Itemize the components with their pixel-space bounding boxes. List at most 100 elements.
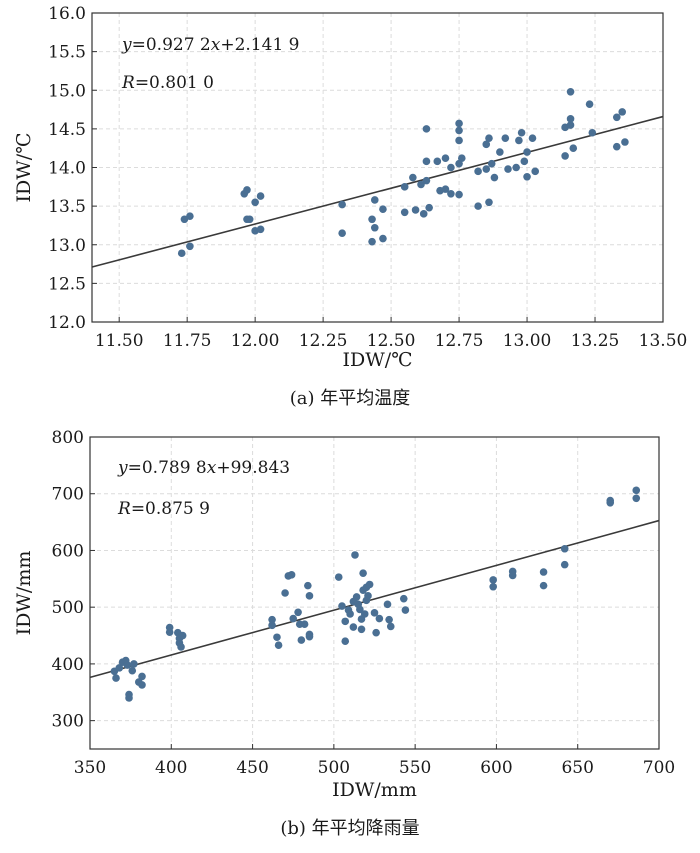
chart1-point bbox=[539, 581, 548, 590]
chart0-x-axis-title: IDW/℃ bbox=[343, 349, 413, 371]
chart0-point bbox=[618, 108, 627, 116]
chart1-x-tick-label: 650 bbox=[561, 758, 593, 778]
chart0-point bbox=[569, 144, 578, 152]
chart1-point bbox=[489, 582, 497, 591]
chart1-point bbox=[385, 615, 393, 624]
chart1-point bbox=[356, 605, 364, 614]
chart1-point bbox=[287, 571, 296, 579]
chart0-point bbox=[515, 136, 523, 145]
chart0-point bbox=[517, 128, 526, 137]
chart1-point bbox=[178, 631, 187, 640]
chart1-point bbox=[130, 660, 138, 668]
chart0-y-tick-label: 12.5 bbox=[48, 274, 86, 294]
chart0-point bbox=[504, 165, 512, 173]
chart1-annotation-segment: x bbox=[207, 458, 217, 478]
chart0-point bbox=[400, 208, 409, 217]
chart0-point bbox=[455, 159, 463, 168]
chart1-point bbox=[123, 661, 132, 669]
chart1-point bbox=[489, 576, 497, 584]
chart0-point bbox=[441, 154, 450, 163]
chart0-point bbox=[251, 198, 259, 207]
chart1-point bbox=[351, 551, 359, 559]
chart0-point bbox=[256, 192, 265, 200]
chart0-point bbox=[485, 198, 493, 207]
chart0-point bbox=[411, 206, 420, 214]
chart0-y-tick-label: 14.0 bbox=[48, 159, 86, 179]
chart0-annotation-line: R=0.801 0 bbox=[121, 73, 214, 93]
chart1-point bbox=[297, 636, 306, 644]
chart1-point bbox=[138, 681, 146, 689]
chart0-point bbox=[338, 229, 346, 237]
chart1-caption: (b) 年平均降雨量 bbox=[280, 818, 419, 839]
chart1-annotation-line: R=0.875 9 bbox=[117, 499, 210, 519]
chart0-point bbox=[186, 242, 194, 251]
chart1-point bbox=[632, 494, 641, 503]
chart0-point bbox=[370, 223, 379, 232]
chart0-point bbox=[474, 167, 482, 176]
chart0-y-tick-label: 15.0 bbox=[48, 81, 86, 101]
chart1-y-tick-label: 400 bbox=[52, 655, 84, 675]
chart0-point bbox=[482, 165, 491, 173]
chart0-x-tick-label: 13.50 bbox=[639, 331, 688, 351]
chart0-point bbox=[523, 172, 531, 181]
chart1-annotation-segment: =0.875 9 bbox=[131, 499, 210, 519]
chart0-point bbox=[370, 196, 379, 204]
chart1-annotation-segment: R bbox=[117, 499, 131, 519]
chart1-point bbox=[341, 637, 350, 646]
chart1-point bbox=[268, 621, 276, 630]
chart1-point bbox=[606, 499, 615, 507]
chart0-point bbox=[409, 173, 417, 182]
chart0-x-tick-label: 12.00 bbox=[231, 331, 280, 351]
chart0-point bbox=[417, 180, 425, 189]
chart1-point bbox=[165, 628, 174, 636]
chart0-fit-line bbox=[91, 115, 664, 268]
chart1-point bbox=[305, 632, 314, 641]
chart0-y-tick-label: 13.0 bbox=[48, 236, 86, 256]
chart1-plot-frame bbox=[89, 436, 660, 750]
chart0-point bbox=[566, 115, 575, 123]
chart1-point bbox=[268, 615, 276, 624]
chart0-point bbox=[368, 237, 376, 246]
chart1-point bbox=[539, 568, 548, 576]
chart0-point bbox=[496, 148, 504, 156]
chart0-x-tick-label: 12.75 bbox=[435, 331, 484, 351]
chart0-x-tick-label: 11.75 bbox=[163, 331, 212, 351]
chart0-annotation-segment: R bbox=[121, 73, 135, 93]
chart1-x-tick-label: 600 bbox=[480, 758, 512, 778]
chart1-point bbox=[386, 622, 395, 631]
chart1-point bbox=[125, 694, 133, 702]
chart1-point bbox=[115, 664, 124, 672]
chart0-point bbox=[531, 167, 540, 176]
chart1-point bbox=[560, 544, 569, 553]
chart0-annotation-segment: x bbox=[211, 35, 221, 55]
chart0-point bbox=[455, 190, 463, 199]
chart1-point bbox=[370, 609, 379, 617]
chart0-point bbox=[400, 183, 409, 191]
chart1-point bbox=[365, 580, 374, 589]
chart1-point bbox=[399, 594, 408, 603]
chart1-point bbox=[338, 602, 346, 610]
panel-a: 11.50 11.75 12.00 12.25 12.50 12.75 13.00 13.25… bbox=[13, 4, 687, 409]
chart1-point bbox=[289, 614, 298, 623]
chart1-point bbox=[300, 620, 309, 628]
chart0-point bbox=[487, 159, 496, 168]
chart0-y-tick-label: 15.5 bbox=[48, 43, 86, 63]
chart1-annotation-segment: +99.843 bbox=[216, 458, 290, 478]
chart0-point bbox=[368, 215, 376, 224]
chart1-point bbox=[334, 573, 343, 581]
chart1-point bbox=[112, 674, 120, 682]
chart0-point bbox=[422, 157, 431, 166]
chart1-point bbox=[294, 608, 302, 617]
chart1-y-tick-label: 700 bbox=[52, 485, 84, 505]
chart0-annotation-segment: =0.801 0 bbox=[135, 73, 214, 93]
chart1-point bbox=[375, 614, 384, 623]
chart1-x-tick-label: 700 bbox=[643, 758, 675, 778]
chart0-point bbox=[243, 186, 251, 194]
chart0-annotation-segment: y bbox=[121, 35, 132, 55]
chart0-point bbox=[485, 134, 493, 142]
chart0-point bbox=[447, 163, 455, 172]
chart0-annotation-line: y=0.927 2x+2.141 9 bbox=[121, 35, 299, 55]
chart1-point bbox=[341, 617, 350, 626]
chart1-point bbox=[357, 625, 366, 634]
